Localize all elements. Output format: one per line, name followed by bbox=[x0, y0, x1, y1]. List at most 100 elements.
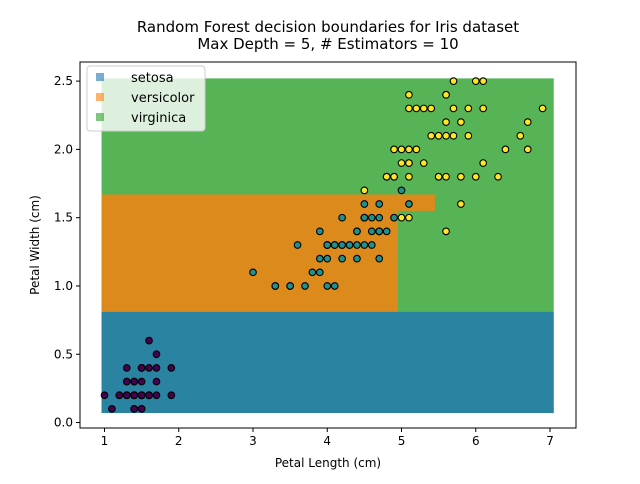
point-versicolor bbox=[315, 268, 324, 277]
point-virginica bbox=[449, 131, 458, 140]
point-virginica bbox=[419, 159, 428, 167]
point-versicolor bbox=[382, 227, 391, 236]
point-setosa bbox=[122, 391, 131, 400]
point-versicolor bbox=[405, 200, 413, 208]
point-setosa bbox=[167, 364, 176, 372]
point-versicolor bbox=[367, 227, 376, 236]
point-versicolor bbox=[271, 282, 280, 290]
point-virginica bbox=[434, 131, 443, 140]
point-setosa bbox=[152, 391, 161, 400]
point-virginica bbox=[405, 90, 413, 99]
point-virginica bbox=[397, 159, 406, 167]
point-setosa bbox=[137, 377, 146, 386]
point-virginica bbox=[464, 131, 473, 140]
legend: setosa versicolor virginica bbox=[86, 65, 206, 132]
x-axis: 1 2 3 4 5 6 7 bbox=[101, 428, 554, 448]
point-setosa bbox=[152, 350, 161, 359]
point-setosa bbox=[122, 364, 131, 372]
x-axis-label: Petal Length (cm) bbox=[275, 456, 381, 470]
point-setosa bbox=[108, 405, 116, 413]
chart-subtitle: Max Depth = 5, # Estimators = 10 bbox=[197, 35, 458, 53]
point-setosa bbox=[130, 377, 139, 386]
point-virginica bbox=[457, 118, 465, 126]
point-virginica bbox=[427, 131, 436, 140]
point-versicolor bbox=[397, 186, 406, 195]
point-versicolor bbox=[323, 241, 332, 249]
x-tick-label: 4 bbox=[323, 434, 331, 448]
point-virginica bbox=[449, 77, 458, 85]
point-versicolor bbox=[338, 213, 346, 222]
point-versicolor bbox=[338, 254, 346, 263]
point-versicolor bbox=[249, 268, 257, 277]
point-versicolor bbox=[315, 227, 324, 236]
point-setosa bbox=[130, 405, 139, 413]
point-virginica bbox=[479, 77, 488, 85]
point-virginica bbox=[449, 104, 458, 113]
point-versicolor bbox=[330, 282, 339, 290]
point-virginica bbox=[390, 172, 398, 181]
point-virginica bbox=[434, 172, 443, 181]
point-setosa bbox=[115, 391, 124, 400]
point-versicolor bbox=[360, 241, 369, 249]
point-setosa bbox=[152, 377, 161, 386]
point-versicolor bbox=[353, 241, 361, 249]
point-virginica bbox=[405, 159, 413, 167]
x-tick-label: 6 bbox=[472, 434, 480, 448]
point-virginica bbox=[382, 172, 391, 181]
point-versicolor bbox=[375, 254, 384, 263]
y-tick-label: 0.0 bbox=[54, 416, 73, 430]
point-versicolor bbox=[360, 213, 369, 222]
region-versicolor bbox=[101, 194, 398, 312]
point-versicolor bbox=[315, 254, 324, 263]
x-tick-label: 5 bbox=[398, 434, 406, 448]
point-virginica bbox=[471, 172, 480, 181]
legend-label: versicolor bbox=[131, 91, 195, 106]
region-versicolor bbox=[397, 194, 435, 211]
point-setosa bbox=[167, 391, 176, 400]
point-versicolor bbox=[330, 241, 339, 249]
point-setosa bbox=[100, 391, 109, 400]
point-versicolor bbox=[308, 268, 317, 277]
point-virginica bbox=[442, 131, 450, 140]
point-virginica bbox=[494, 172, 502, 181]
point-virginica bbox=[427, 104, 436, 113]
point-setosa bbox=[137, 391, 146, 400]
point-versicolor bbox=[360, 200, 369, 208]
point-virginica bbox=[397, 213, 406, 222]
point-virginica bbox=[457, 200, 465, 208]
point-virginica bbox=[501, 145, 510, 154]
point-versicolor bbox=[345, 241, 354, 249]
point-virginica bbox=[442, 118, 450, 126]
legend-swatch-virginica bbox=[96, 113, 104, 121]
point-virginica bbox=[442, 90, 450, 99]
point-virginica bbox=[538, 104, 547, 113]
point-setosa bbox=[122, 377, 131, 386]
point-versicolor bbox=[375, 213, 384, 222]
point-virginica bbox=[442, 172, 450, 181]
point-virginica bbox=[442, 227, 450, 236]
point-virginica bbox=[405, 213, 413, 222]
y-tick-label: 2.0 bbox=[54, 142, 73, 156]
point-virginica bbox=[471, 77, 480, 85]
point-virginica bbox=[464, 104, 473, 113]
point-virginica bbox=[523, 118, 532, 126]
y-tick-label: 1.0 bbox=[54, 279, 73, 293]
point-setosa bbox=[137, 364, 146, 372]
legend-swatch-setosa bbox=[96, 73, 104, 81]
point-virginica bbox=[479, 104, 488, 113]
point-virginica bbox=[516, 131, 525, 140]
point-setosa bbox=[130, 391, 139, 400]
point-versicolor bbox=[367, 213, 376, 222]
point-virginica bbox=[405, 145, 413, 154]
point-versicolor bbox=[323, 282, 332, 290]
point-versicolor bbox=[375, 227, 384, 236]
point-versicolor bbox=[323, 254, 332, 263]
point-virginica bbox=[405, 104, 413, 113]
point-virginica bbox=[405, 172, 413, 181]
point-virginica bbox=[523, 145, 532, 154]
point-setosa bbox=[145, 364, 153, 372]
point-versicolor bbox=[367, 241, 376, 249]
point-versicolor bbox=[293, 241, 302, 249]
y-axis: 0.0 0.5 1.0 1.5 2.0 2.5 bbox=[54, 74, 80, 430]
